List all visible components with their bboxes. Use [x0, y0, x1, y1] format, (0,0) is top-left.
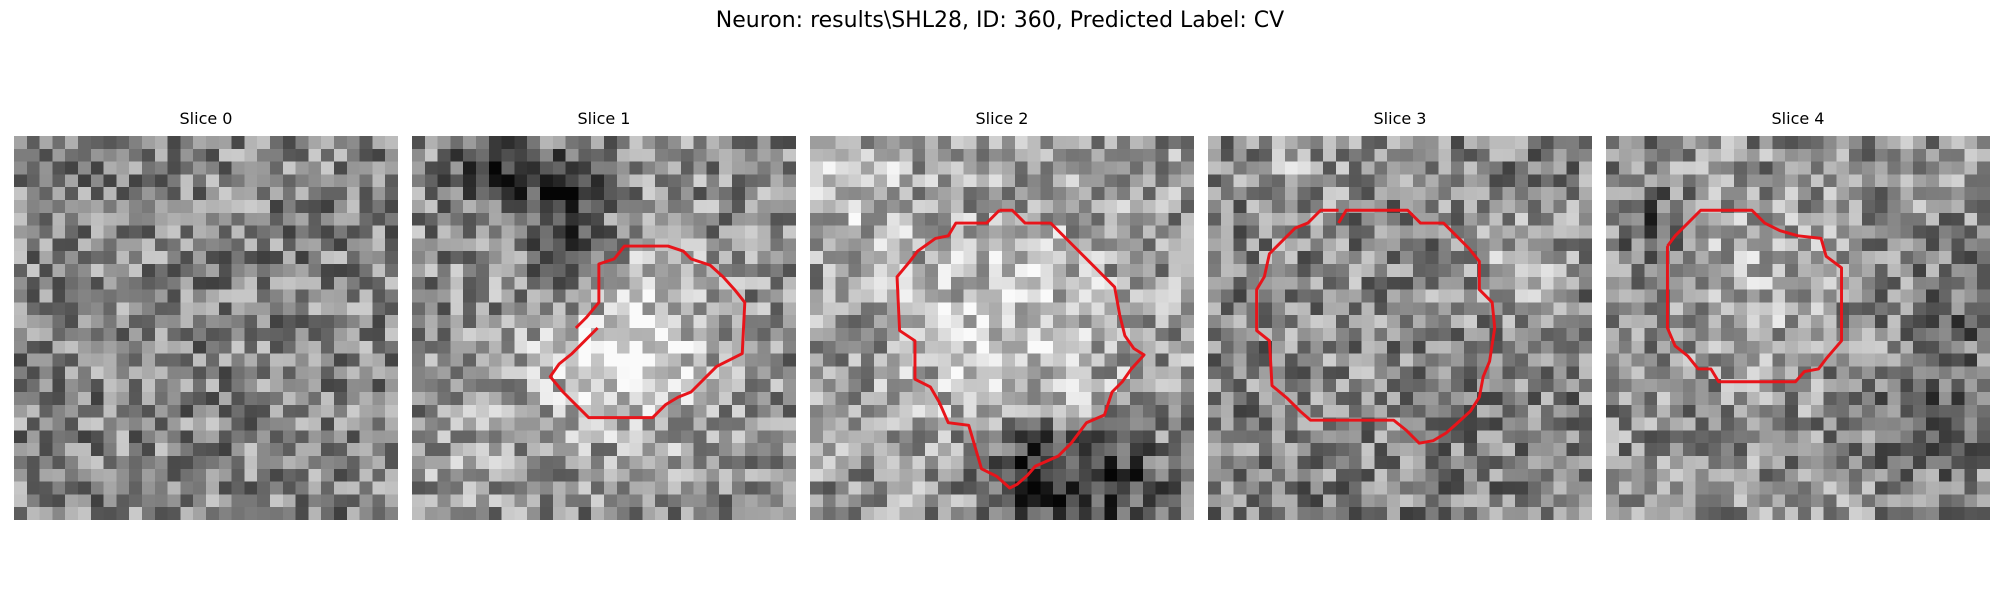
panel-slice-0: Slice 0: [14, 108, 398, 520]
pixel-grid: [14, 136, 398, 520]
roi-contour: [1255, 208, 1497, 445]
panel-slice-1: Slice 1: [412, 108, 796, 520]
roi-contour: [895, 208, 1146, 490]
figure-title: Neuron: results\SHL28, ID: 360, Predicte…: [715, 8, 1285, 33]
panel-title: Slice 3: [1373, 109, 1427, 128]
slice-image: [810, 136, 1194, 520]
slice-image: [14, 136, 398, 520]
roi-contour: [548, 244, 747, 420]
panel-title: Slice 2: [975, 109, 1029, 128]
panel-title: Slice 0: [179, 109, 233, 128]
panel-title: Slice 1: [577, 109, 631, 128]
panel-title: Slice 4: [1771, 109, 1825, 128]
slice-image: [1208, 136, 1592, 520]
slice-image: [1606, 136, 1990, 520]
roi-contour: [1665, 208, 1843, 384]
pixel-grid: [810, 136, 1194, 520]
pixel-grid: [412, 136, 796, 520]
panel-slice-3: Slice 3: [1208, 108, 1592, 520]
pixel-grid: [1606, 136, 1990, 520]
pixel-grid: [1208, 136, 1592, 520]
panel-slice-2: Slice 2: [810, 108, 1194, 520]
panel-slice-4: Slice 4: [1606, 108, 1990, 520]
slice-image: [412, 136, 796, 520]
